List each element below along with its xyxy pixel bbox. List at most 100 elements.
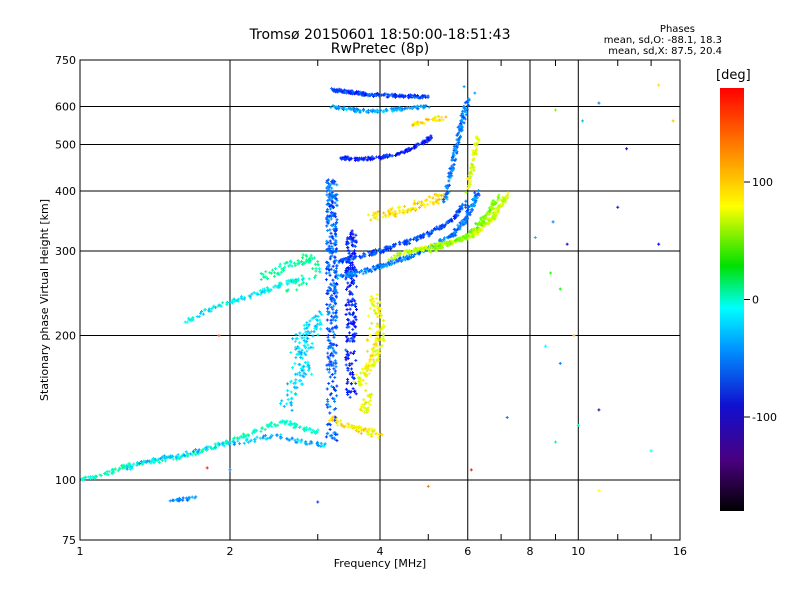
echo-point	[329, 321, 333, 325]
echo-point	[349, 336, 353, 340]
echo-point	[325, 207, 329, 211]
y-tick-label: 75	[62, 534, 76, 547]
echo-point	[364, 269, 368, 273]
echo-point	[163, 456, 167, 460]
echo-point	[332, 431, 336, 435]
echo-point	[202, 308, 206, 312]
echo-point	[380, 266, 384, 270]
echo-point	[411, 250, 415, 254]
echo-point	[297, 341, 301, 345]
echo-point	[335, 394, 339, 398]
echo-point	[259, 277, 263, 281]
echo-point	[259, 292, 263, 296]
echo-point	[300, 260, 304, 264]
echo-point	[279, 433, 283, 437]
echo-point	[286, 382, 290, 386]
echo-point	[353, 390, 357, 394]
echo-point	[301, 374, 305, 378]
echo-point	[310, 431, 314, 435]
echo-point	[310, 330, 314, 334]
echo-point	[258, 436, 262, 440]
echo-point	[473, 199, 477, 203]
echo-point	[499, 198, 503, 202]
echo-point	[309, 258, 313, 262]
echo-point	[219, 304, 223, 308]
echo-point	[345, 323, 349, 327]
echo-point	[464, 206, 468, 210]
echo-point	[301, 332, 305, 336]
echo-point	[329, 360, 333, 364]
echo-point	[402, 252, 406, 256]
echo-point	[581, 119, 585, 123]
echo-point	[296, 352, 300, 356]
echo-point	[392, 243, 396, 247]
echo-point	[352, 349, 356, 353]
echo-point	[328, 393, 332, 397]
echo-point	[333, 333, 337, 337]
echo-point	[444, 115, 448, 119]
echo-point	[302, 351, 306, 355]
echo-point	[346, 318, 350, 322]
echo-point	[440, 224, 444, 228]
echo-point	[297, 262, 301, 266]
echo-point	[274, 433, 278, 437]
echo-point	[372, 252, 376, 256]
echo-point	[329, 231, 333, 235]
echo-point	[256, 293, 260, 297]
echo-point	[328, 287, 332, 291]
colorbar	[720, 88, 744, 511]
echo-point	[328, 204, 332, 208]
echo-point	[283, 265, 287, 269]
echo-point	[464, 216, 468, 220]
echo-point	[259, 271, 263, 275]
echo-point	[290, 408, 294, 412]
echo-point	[350, 257, 354, 261]
echo-point	[351, 322, 355, 326]
echo-point	[482, 224, 486, 228]
echo-point	[331, 354, 335, 358]
echo-point	[325, 327, 329, 331]
echo-point	[328, 346, 332, 350]
echo-point	[331, 264, 335, 268]
echo-point	[350, 362, 354, 366]
echo-point	[330, 433, 334, 437]
echo-point	[326, 355, 330, 359]
echo-point	[349, 231, 353, 235]
echo-point	[625, 147, 629, 151]
echo-point	[300, 438, 304, 442]
echo-point	[365, 266, 369, 270]
echo-point	[349, 382, 353, 386]
echo-point	[302, 365, 306, 369]
echo-point	[305, 321, 309, 325]
echo-point	[325, 318, 329, 322]
echo-point	[190, 453, 194, 457]
echo-point	[350, 281, 354, 285]
x-tick-label: 2	[227, 545, 234, 558]
echo-point	[353, 324, 357, 328]
echo-point	[276, 423, 280, 427]
echo-point	[333, 194, 337, 198]
echo-point	[345, 308, 349, 312]
echo-point	[233, 299, 237, 303]
echo-point	[331, 250, 335, 254]
echo-point	[415, 235, 419, 239]
echo-point	[326, 261, 330, 265]
echo-point	[290, 264, 294, 268]
echo-point	[291, 422, 295, 426]
x-tick-label: 16	[673, 545, 687, 558]
echo-point	[280, 436, 284, 440]
echo-point	[209, 445, 213, 449]
echo-point	[368, 333, 372, 337]
echo-point	[402, 257, 406, 261]
echo-point	[267, 423, 271, 427]
echo-point	[425, 202, 429, 206]
echo-point	[289, 390, 293, 394]
echo-point	[406, 241, 410, 245]
echo-point	[332, 214, 336, 218]
echo-point	[302, 426, 306, 430]
echo-point	[344, 267, 348, 271]
echo-point	[302, 339, 306, 343]
echo-point	[306, 360, 310, 364]
echo-point	[333, 229, 337, 233]
echo-point	[159, 457, 163, 461]
